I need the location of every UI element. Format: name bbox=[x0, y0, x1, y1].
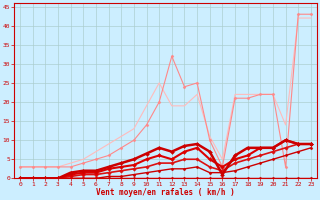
X-axis label: Vent moyen/en rafales ( km/h ): Vent moyen/en rafales ( km/h ) bbox=[96, 188, 235, 197]
